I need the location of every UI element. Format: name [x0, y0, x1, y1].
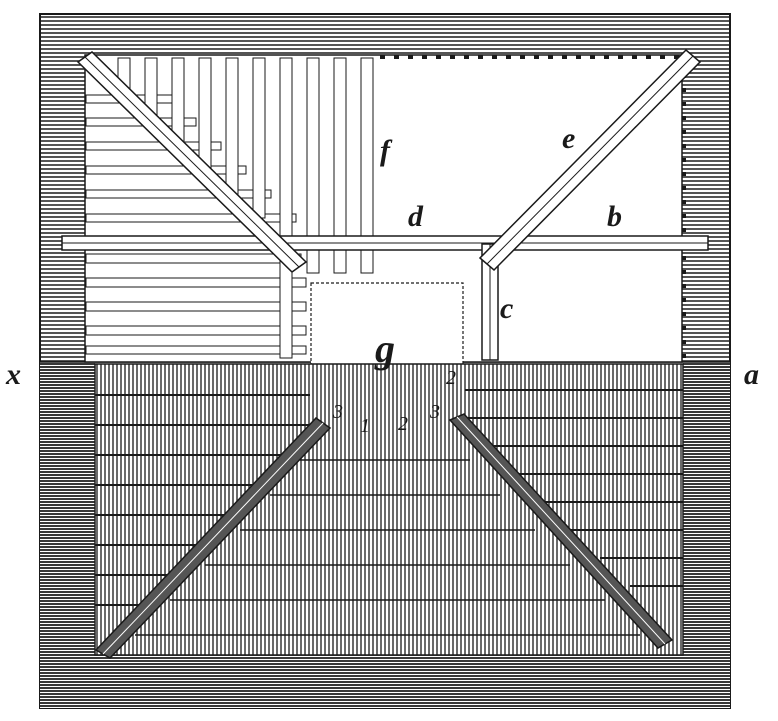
number-2-right: 2: [446, 367, 456, 389]
label-e: e: [562, 122, 575, 155]
number-3-right: 3: [429, 401, 440, 423]
horizontal-joists: [85, 94, 307, 355]
label-b: b: [607, 200, 622, 233]
hip-rafter-right-lower: [448, 413, 674, 649]
number-1: 1: [360, 415, 370, 437]
label-f: f: [380, 134, 393, 167]
hip-rafter-left-upper: [76, 51, 308, 273]
tiled-roof-area: [94, 363, 684, 656]
label-a: a: [744, 358, 759, 391]
vertical-rafters: [117, 57, 374, 359]
number-3-left: 3: [332, 401, 343, 423]
ridge-beam-d: [61, 235, 709, 251]
post-c: [481, 243, 499, 361]
label-x-left: x: [5, 358, 21, 391]
number-2-bottom: 2: [398, 413, 408, 435]
hip-rafter-e: [478, 48, 702, 272]
hip-rafter-left-lower: [94, 417, 332, 659]
label-c: c: [500, 292, 513, 325]
label-g: g: [374, 326, 395, 371]
label-d: d: [408, 200, 424, 233]
